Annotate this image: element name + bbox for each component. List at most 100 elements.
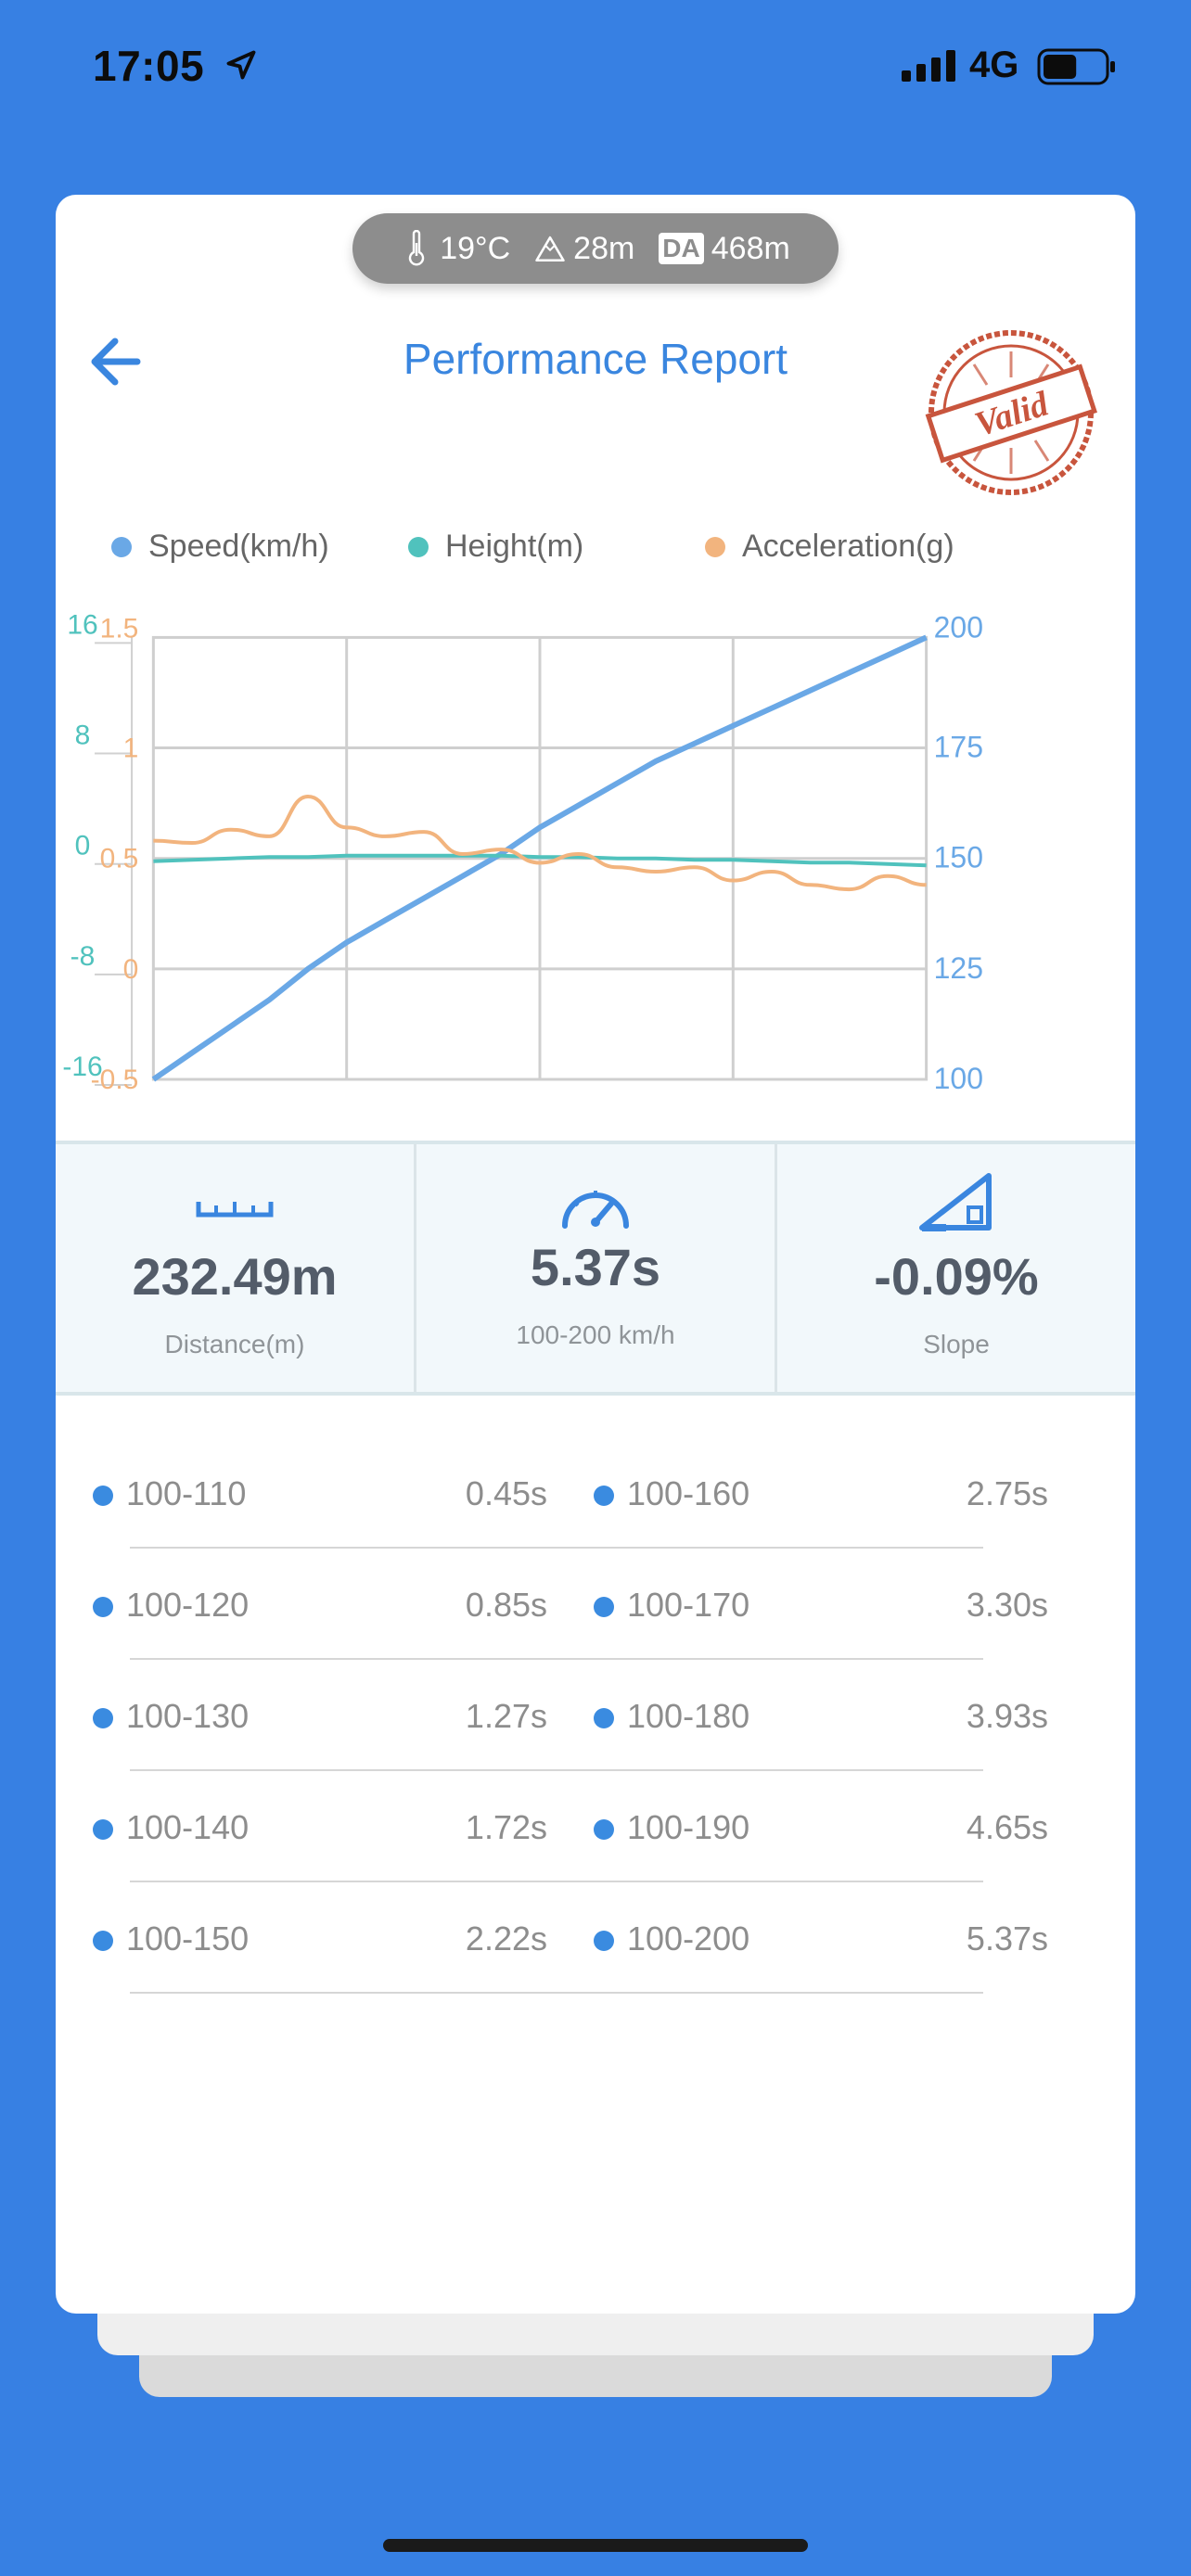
split-bullet-icon <box>594 1708 614 1728</box>
legend-height-dot <box>408 536 429 557</box>
split-divider <box>130 1658 983 1660</box>
split-range: 100-120 <box>126 1586 250 1624</box>
height-axis-tick-label: -8 <box>70 941 96 972</box>
split-bullet-icon <box>93 1708 113 1728</box>
split-time: 2.75s <box>966 1474 1048 1512</box>
cellular-signal-icon <box>902 50 955 82</box>
slope-label: Slope <box>923 1330 990 1358</box>
split-time: 4.65s <box>966 1808 1048 1846</box>
split-divider <box>130 1547 983 1549</box>
acceleration-axis-tick-label: 0.5 <box>100 844 139 874</box>
split-item: 100-160 2.75s <box>594 1474 1048 1521</box>
split-range: 100-110 <box>126 1474 247 1512</box>
split-row: 100-120 0.85s 100-170 3.30s <box>56 1549 1135 1660</box>
valid-stamp: Valid <box>925 330 1097 495</box>
back-arrow-icon[interactable] <box>82 325 156 399</box>
slope-icon <box>919 1173 992 1231</box>
density-altitude-item: DA 468m <box>659 231 790 267</box>
report-card: 19°C 28m DA 468m Performance Report Vali… <box>56 195 1135 2314</box>
split-time: 1.72s <box>465 1808 547 1846</box>
split-item: 100-110 0.45s <box>93 1474 547 1521</box>
slope-value: -0.09% <box>874 1247 1039 1306</box>
temperature-item: 19°C <box>401 230 510 267</box>
split-range: 100-170 <box>627 1586 750 1624</box>
split-bullet-icon <box>594 1597 614 1617</box>
split-divider <box>130 1769 983 1771</box>
acceleration-axis-tick-label: 0 <box>123 954 139 985</box>
time-label: 100-200 km/h <box>516 1320 675 1349</box>
network-type: 4G <box>969 45 1019 85</box>
density-altitude-badge: DA <box>659 233 704 264</box>
split-row: 100-150 2.22s 100-200 5.37s <box>56 1882 1135 1994</box>
split-range: 100-160 <box>627 1474 750 1512</box>
distance-value: 232.49m <box>132 1247 338 1306</box>
split-item: 100-180 3.93s <box>594 1697 1048 1743</box>
split-item: 100-140 1.72s <box>93 1808 547 1855</box>
speed-axis-tick-label: 100 <box>934 1062 983 1095</box>
split-item: 100-190 4.65s <box>594 1808 1048 1855</box>
legend-speed-label: Speed(km/h) <box>148 529 329 564</box>
split-bullet-icon <box>93 1486 113 1506</box>
split-time: 0.85s <box>465 1586 547 1624</box>
split-bullet-icon <box>93 1597 113 1617</box>
legend-speed: Speed(km/h) <box>111 529 329 565</box>
legend-height: Height(m) <box>408 529 583 565</box>
acceleration-axis-tick-label: -0.5 <box>91 1065 139 1095</box>
ruler-icon <box>196 1202 274 1218</box>
speedometer-icon <box>562 1191 629 1229</box>
altitude-value: 28m <box>573 230 635 266</box>
split-bullet-icon <box>594 1486 614 1506</box>
legend-speed-dot <box>111 536 132 557</box>
performance-chart: 16 8 0 -8 -16 1.5 1 0.5 0 -0.5 200 175 150 125 100 <box>62 609 983 1095</box>
split-range: 100-130 <box>126 1697 250 1735</box>
split-time: 0.45s <box>465 1474 547 1512</box>
status-time: 17:05 <box>93 42 205 90</box>
page-title: Performance Report <box>403 335 788 383</box>
density-altitude-value: 468m <box>711 230 790 266</box>
split-divider <box>130 1881 983 1882</box>
split-bullet-icon <box>594 1931 614 1951</box>
battery-level <box>1044 55 1077 79</box>
location-arrow-icon <box>226 50 256 80</box>
chart-legend: Speed(km/h) Height(m) Acceleration(g) <box>83 529 1122 575</box>
height-axis-tick-label: 16 <box>67 609 97 640</box>
legend-height-label: Height(m) <box>445 529 584 564</box>
time-value: 5.37s <box>530 1238 661 1296</box>
split-divider <box>130 1992 983 1994</box>
split-row: 100-110 0.45s 100-160 2.75s <box>56 1437 1135 1549</box>
altitude-item: 28m <box>534 230 634 267</box>
status-bar: 17:05 4G <box>0 0 1191 139</box>
split-time: 1.27s <box>465 1697 547 1735</box>
stat-slope: -0.09% Slope <box>775 1144 1135 1392</box>
stats-summary: 232.49m Distance(m) 5.37s 100-200 km/h -… <box>56 1141 1135 1396</box>
split-item: 100-130 1.27s <box>93 1697 547 1743</box>
legend-acceleration-dot <box>705 536 725 557</box>
split-item: 100-120 0.85s <box>93 1586 547 1632</box>
split-item: 100-200 5.37s <box>594 1919 1048 1966</box>
speed-axis-tick-label: 150 <box>934 841 983 874</box>
thermometer-icon <box>409 230 425 266</box>
split-range: 100-180 <box>627 1697 750 1735</box>
split-row: 100-130 1.27s 100-180 3.93s <box>56 1660 1135 1771</box>
split-time: 3.30s <box>966 1586 1048 1624</box>
stat-distance: 232.49m Distance(m) <box>56 1144 414 1392</box>
split-time: 2.22s <box>465 1919 547 1958</box>
split-bullet-icon <box>594 1819 614 1840</box>
home-indicator <box>383 2539 808 2552</box>
legend-acceleration-label: Acceleration(g) <box>742 529 954 564</box>
height-axis-tick-label: -16 <box>62 1052 102 1082</box>
split-time: 5.37s <box>966 1919 1048 1958</box>
acceleration-axis-tick-label: 1 <box>123 733 139 764</box>
split-row: 100-140 1.72s 100-190 4.65s <box>56 1771 1135 1882</box>
split-range: 100-140 <box>126 1808 250 1846</box>
environment-pill: 19°C 28m DA 468m <box>352 213 839 284</box>
split-item: 100-150 2.22s <box>93 1919 547 1966</box>
mountain-icon <box>535 236 565 262</box>
speed-series-line <box>151 634 928 1082</box>
height-axis-tick-label: 0 <box>75 831 91 861</box>
split-item: 100-170 3.30s <box>594 1586 1048 1632</box>
speed-axis-tick-label: 175 <box>934 731 983 764</box>
speed-axis-tick-label: 125 <box>934 951 983 985</box>
speed-axis-tick-label: 200 <box>934 610 983 644</box>
distance-label: Distance(m) <box>164 1330 305 1358</box>
